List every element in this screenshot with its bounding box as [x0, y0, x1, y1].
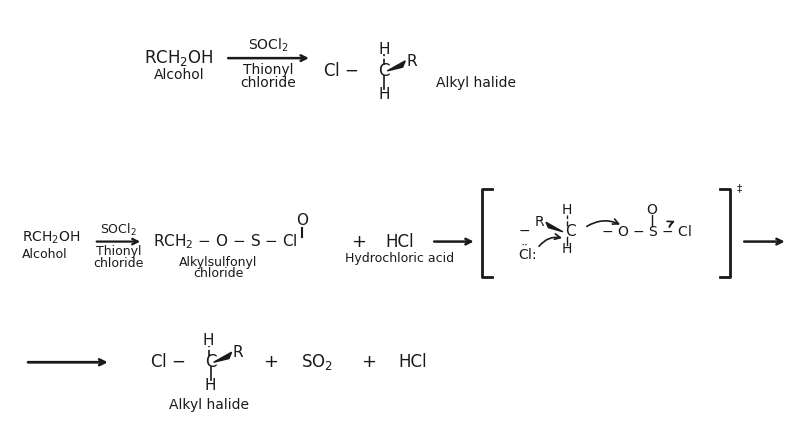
Text: Cl $-$: Cl $-$ [150, 353, 186, 371]
Text: H: H [203, 333, 214, 348]
Text: $\mathregular{\ddot{C}l}$:: $\mathregular{\ddot{C}l}$: [518, 244, 537, 263]
Text: RCH$_2$OH: RCH$_2$OH [22, 229, 81, 246]
Polygon shape [387, 61, 406, 71]
FancyArrowPatch shape [586, 219, 618, 226]
Text: Alkylsulfonyl: Alkylsulfonyl [179, 256, 258, 269]
Text: +: + [351, 233, 366, 251]
Text: Alkyl halide: Alkyl halide [436, 76, 516, 90]
Text: H: H [205, 378, 217, 393]
Text: SOCl$_2$: SOCl$_2$ [100, 222, 137, 238]
Text: R: R [406, 54, 417, 69]
Text: HCl: HCl [398, 353, 427, 371]
FancyArrowPatch shape [667, 221, 674, 227]
Text: H: H [378, 87, 390, 102]
Text: H: H [562, 203, 572, 217]
Text: $-$ O $-$ S $-$ Cl: $-$ O $-$ S $-$ Cl [601, 224, 692, 239]
Text: SOCl$_2$: SOCl$_2$ [248, 37, 289, 54]
Text: chloride: chloride [241, 76, 297, 90]
Text: C: C [566, 224, 576, 239]
Text: RCH$_2$ $-$ O $-$ S $-$ Cl: RCH$_2$ $-$ O $-$ S $-$ Cl [153, 232, 298, 251]
Text: H: H [378, 42, 390, 57]
Text: R: R [233, 345, 243, 360]
Text: C: C [378, 62, 390, 80]
Polygon shape [546, 222, 563, 232]
Text: Alcohol: Alcohol [154, 68, 205, 82]
Text: O: O [646, 203, 658, 217]
Text: O: O [296, 213, 308, 227]
Text: Thionyl: Thionyl [243, 63, 294, 77]
Text: +: + [361, 353, 376, 371]
Text: RCH$_2$OH: RCH$_2$OH [145, 48, 214, 68]
Text: H: H [562, 242, 572, 257]
Text: SO$_2$: SO$_2$ [301, 352, 333, 372]
Text: Alkyl halide: Alkyl halide [169, 399, 249, 412]
Text: chloride: chloride [94, 257, 144, 270]
Text: R: R [534, 215, 544, 229]
Text: $-$: $-$ [518, 223, 530, 237]
Text: Alcohol: Alcohol [22, 248, 68, 261]
Text: HCl: HCl [386, 233, 414, 251]
Text: $^{\ddagger}$: $^{\ddagger}$ [735, 185, 742, 200]
Text: Thionyl: Thionyl [96, 245, 141, 258]
Text: chloride: chloride [194, 268, 244, 280]
Text: Cl $-$: Cl $-$ [323, 62, 359, 80]
Text: +: + [263, 353, 278, 371]
Text: Hydrochloric acid: Hydrochloric acid [346, 252, 454, 265]
Text: C: C [205, 353, 217, 371]
FancyArrowPatch shape [539, 234, 560, 246]
Polygon shape [214, 352, 231, 362]
